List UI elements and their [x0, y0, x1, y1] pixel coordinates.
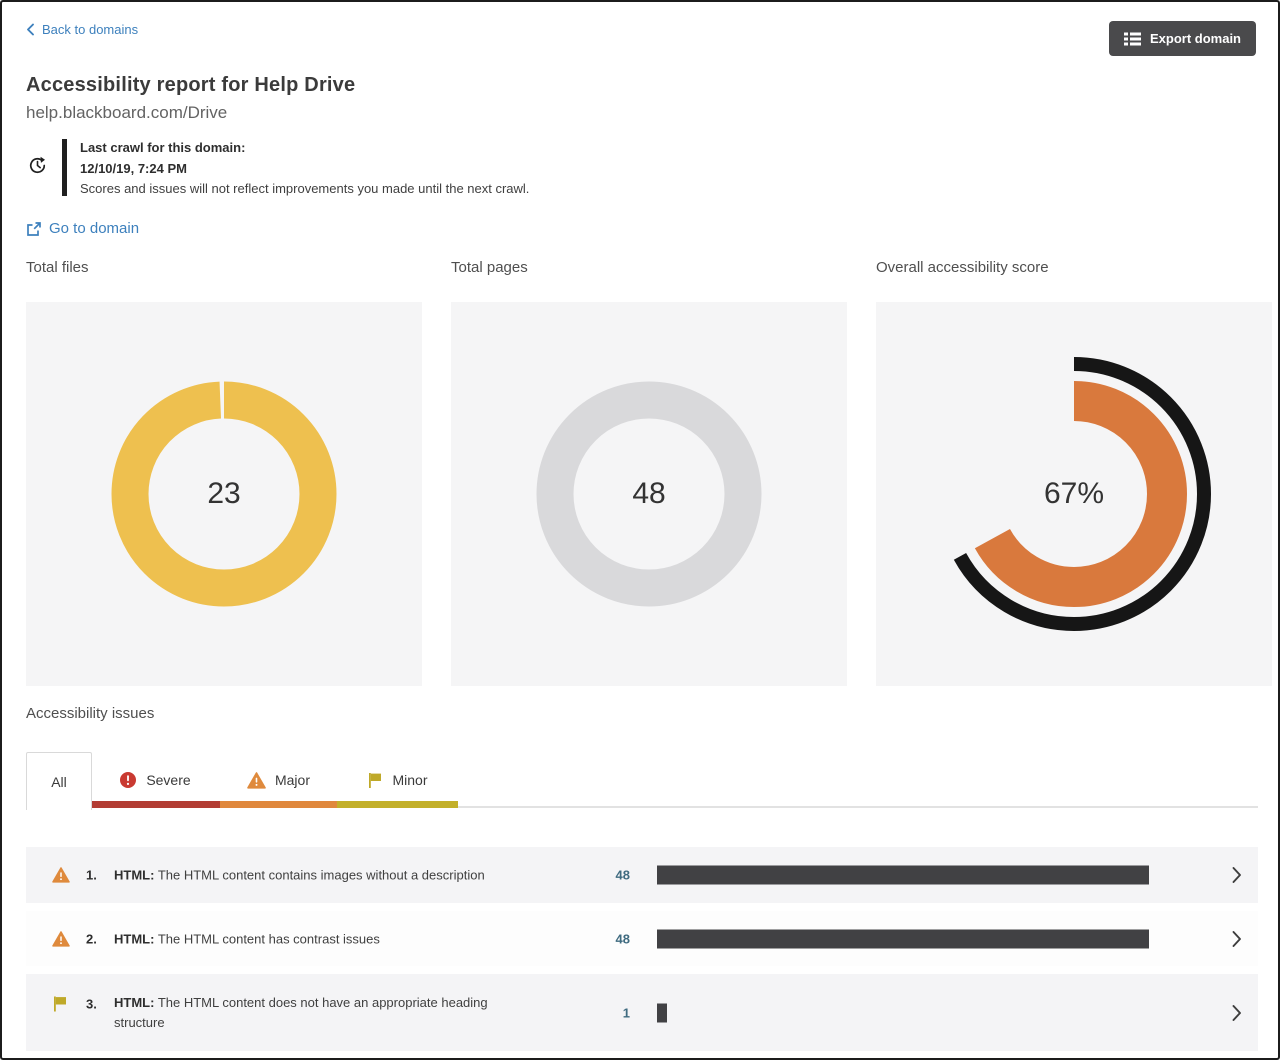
crawl-line-1: Last crawl for this domain:: [80, 140, 246, 155]
issue-list: 1. HTML: The HTML content contains image…: [26, 847, 1258, 1051]
major-icon: [52, 930, 70, 947]
go-to-domain-link[interactable]: Go to domain: [26, 220, 139, 237]
issue-number: 1.: [86, 867, 97, 883]
total-pages-value: 48: [632, 477, 666, 510]
total-files-donut-chart: [111, 381, 337, 607]
total-files-value: 23: [207, 477, 241, 510]
score-arc-inner: [961, 381, 1187, 607]
score-arc-outer: [937, 357, 1211, 631]
goto-link-label: Go to domain: [49, 220, 140, 237]
underline-major: [220, 801, 337, 808]
minor-icon: [367, 772, 383, 789]
issue-count: 48: [615, 931, 630, 946]
card-title-total-files: Total files: [26, 259, 89, 276]
tab-major-label: Major: [274, 772, 310, 788]
external-link-icon: [26, 221, 42, 237]
issue-row-2[interactable]: 2. HTML: The HTML content has contrast i…: [26, 911, 1258, 966]
issue-category: HTML:: [114, 867, 155, 883]
history-clock-icon: [28, 156, 47, 180]
tab-all[interactable]: All: [26, 752, 92, 810]
underline-severe: [90, 801, 220, 808]
crawl-timestamp: 12/10/19, 7:24 PM: [80, 160, 187, 176]
issue-row-1[interactable]: 1. HTML: The HTML content contains image…: [26, 847, 1258, 903]
major-icon: [247, 771, 266, 789]
issue-category: HTML:: [114, 931, 155, 946]
list-icon: [1123, 32, 1141, 46]
back-link-label: Back to domains: [42, 22, 139, 37]
domain-url: help.blackboard.com/Drive: [26, 103, 228, 122]
crawl-info-text: Last crawl for this domain: 12/10/19, 7:…: [80, 138, 529, 200]
crawl-info-divider: [62, 139, 67, 196]
issue-count-bar: [657, 865, 1149, 885]
overall-score-gauge-chart: [937, 357, 1211, 631]
chevron-right-icon: [1232, 930, 1242, 947]
issue-count-bar: [657, 929, 1149, 948]
total-files-card: 23: [26, 302, 422, 686]
issue-text: The HTML content does not have an approp…: [114, 994, 488, 1030]
accessibility-issues-heading: Accessibility issues: [26, 705, 155, 722]
issue-category: HTML:: [114, 994, 155, 1010]
page-title: Accessibility report for Help Drive: [26, 74, 356, 96]
tab-all-label: All: [51, 773, 67, 790]
minor-icon: [52, 996, 68, 1013]
card-title-total-pages: Total pages: [451, 259, 528, 276]
issue-description: HTML: The HTML content does not have an …: [114, 993, 526, 1033]
tab-severe-label: Severe: [146, 772, 191, 788]
total-pages-donut-chart: [536, 381, 762, 607]
total-pages-card: 48: [451, 302, 847, 686]
issue-text: The HTML content has contrast issues: [157, 931, 380, 946]
tab-minor[interactable]: Minor: [337, 752, 458, 808]
back-to-domains-link[interactable]: Back to domains: [26, 22, 138, 37]
issue-count: 1: [622, 1005, 630, 1020]
crawl-note: Scores and issues will not reflect impro…: [80, 181, 530, 196]
chevron-right-icon: [1232, 1004, 1242, 1021]
tab-minor-label: Minor: [392, 772, 428, 788]
export-domain-button[interactable]: Export domain: [1108, 21, 1256, 56]
underline-minor: [337, 801, 458, 808]
issue-count: 48: [615, 867, 630, 883]
issue-number: 3.: [86, 996, 97, 1012]
tab-severe[interactable]: Severe: [90, 752, 220, 808]
severity-tabs: All Severe Major: [26, 752, 1258, 810]
issue-description: HTML: The HTML content contains images w…: [114, 868, 485, 883]
overall-score-value: 67%: [1043, 477, 1105, 510]
chevron-right-icon: [1232, 867, 1242, 884]
tab-major[interactable]: Major: [220, 752, 337, 808]
issue-number: 2.: [86, 931, 97, 946]
issue-description: HTML: The HTML content has contrast issu…: [114, 931, 380, 946]
issue-count-bar: [657, 1003, 667, 1022]
major-icon: [52, 867, 70, 883]
issue-row-3[interactable]: 3. HTML: The HTML content does not have …: [26, 974, 1258, 1051]
severe-icon: [119, 771, 137, 789]
chevron-left-icon: [26, 23, 35, 36]
issue-text: The HTML content contains images without…: [157, 867, 485, 883]
export-button-label: Export domain: [1149, 31, 1241, 46]
card-title-overall-score: Overall accessibility score: [876, 259, 1049, 276]
overall-score-card: 67%: [876, 302, 1272, 686]
